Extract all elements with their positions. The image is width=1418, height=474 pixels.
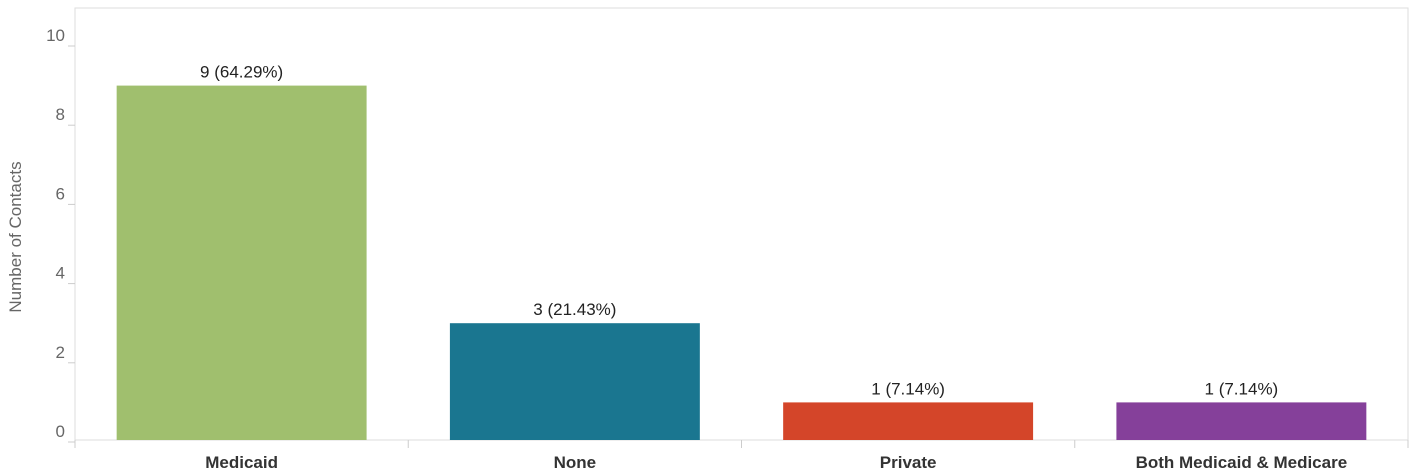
bar-data-label: 9 (64.29%) (200, 63, 283, 82)
x-category-label: Private (880, 453, 937, 472)
data-labels: 9 (64.29%) 3 (21.43%) 1 (7.14%) 1 (7.14%) (200, 63, 1278, 399)
x-axis: Medicaid None Private Both Medicaid & Medic… (74, 440, 1409, 472)
y-tick-label: 0 (56, 422, 65, 441)
bar[interactable] (783, 402, 1034, 440)
x-category-label: None (554, 453, 597, 472)
y-tick-label: 10 (46, 26, 65, 45)
y-tick-label: 8 (56, 105, 65, 124)
y-tick-label: 2 (56, 343, 65, 362)
bar[interactable] (1116, 402, 1367, 440)
bars (116, 85, 1367, 440)
y-tick-label: 4 (56, 264, 65, 283)
bar-data-label: 1 (7.14%) (1205, 379, 1279, 398)
bar-data-label: 1 (7.14%) (871, 379, 945, 398)
x-category-label: Both Medicaid & Medicare (1136, 453, 1348, 472)
bar[interactable] (116, 85, 367, 440)
bar-data-label: 3 (21.43%) (533, 300, 616, 319)
y-axis-title: Number of Contacts (6, 161, 25, 312)
bar[interactable] (449, 323, 700, 440)
y-tick-label: 6 (56, 184, 65, 203)
x-category-label: Medicaid (205, 453, 278, 472)
y-axis: 0 2 4 6 8 10 (46, 26, 75, 443)
